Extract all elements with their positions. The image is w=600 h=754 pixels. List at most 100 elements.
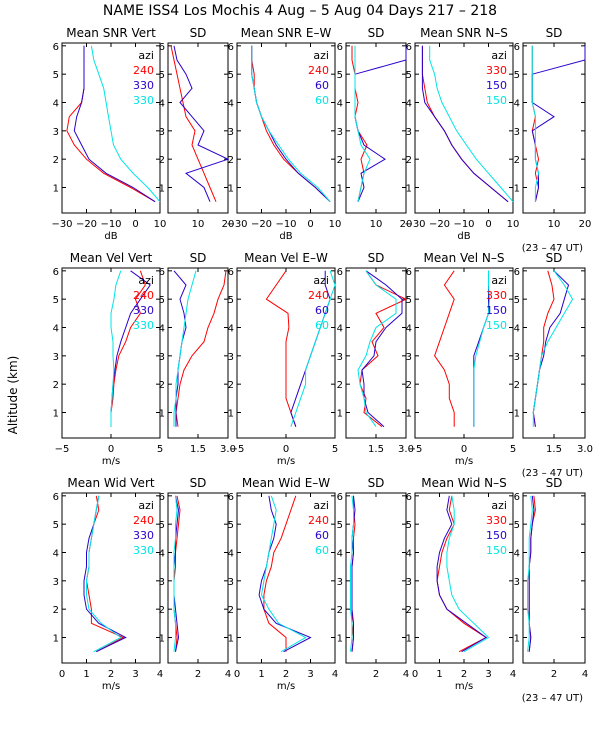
y-tick-label: 1 xyxy=(514,634,520,645)
x-tick-label: 4 xyxy=(510,669,516,680)
panel-title: Mean SNR N–S xyxy=(420,26,508,40)
time-note: (23 – 47 UT) xyxy=(522,243,583,254)
y-tick-label: 1 xyxy=(406,409,412,420)
y-tick-label: 2 xyxy=(53,605,59,616)
x-tick-label: 0 xyxy=(307,219,313,230)
series-line-cyan xyxy=(86,495,122,653)
y-tick-label: 6 xyxy=(514,267,520,278)
y-tick-label: 6 xyxy=(228,42,234,53)
panel-0-5: SD 1 2 3 4 5 6 10 20 (23 – 47 UT) xyxy=(514,26,592,254)
panel-1-1: SD 1 2 3 4 5 6 1.5 3.0 xyxy=(159,251,236,455)
legend-title: azi xyxy=(138,49,154,62)
panel-title: SD xyxy=(368,26,385,40)
y-tick-label: 3 xyxy=(406,577,412,588)
x-tick-label: 1 xyxy=(258,669,264,680)
panel-1-3: SD 1 2 3 4 5 6 1.5 3.0 xyxy=(337,251,414,455)
legend-entry: 330 xyxy=(133,304,154,317)
y-tick-label: 4 xyxy=(406,99,412,110)
x-tick-label: 2 xyxy=(195,669,201,680)
x-tick-label: 10 xyxy=(370,219,383,230)
y-tick-label: 4 xyxy=(514,549,520,560)
y-tick-label: 2 xyxy=(406,155,412,166)
panel-title: Mean SNR Vert xyxy=(66,26,156,40)
legend-title: azi xyxy=(313,49,329,62)
x-tick-label: −10 xyxy=(275,219,296,230)
panel-frame xyxy=(345,492,407,664)
x-tick-label: 10 xyxy=(329,219,342,230)
y-tick-label: 5 xyxy=(228,295,234,306)
x-axis-label: dB xyxy=(457,231,470,242)
y-tick-label: 2 xyxy=(514,605,520,616)
y-tick-label: 4 xyxy=(406,549,412,560)
panel-title: Mean SNR E–W xyxy=(241,26,332,40)
series-line-red xyxy=(359,270,408,428)
x-tick-label: −20 xyxy=(429,219,450,230)
series-line-blue xyxy=(436,495,488,653)
x-tick-label: 0 xyxy=(108,444,114,455)
y-tick-label: 4 xyxy=(53,549,59,560)
x-tick-label: −20 xyxy=(76,219,97,230)
legend-entry: 150 xyxy=(486,529,507,542)
y-tick-label: 3 xyxy=(159,352,165,363)
y-tick-label: 1 xyxy=(337,634,343,645)
series-line-red xyxy=(110,270,146,427)
series-line-cyan xyxy=(473,270,491,427)
legend-title: azi xyxy=(313,274,329,287)
x-tick-label: 0 xyxy=(412,669,418,680)
panel-title: SD xyxy=(546,26,563,40)
panel-frame xyxy=(345,267,407,439)
panel-title: SD xyxy=(190,26,207,40)
x-axis-label: dB xyxy=(279,231,292,242)
legend-entry: 330 xyxy=(486,64,507,77)
y-tick-label: 3 xyxy=(337,352,343,363)
y-tick-label: 1 xyxy=(337,409,343,420)
panel-0-1: SD 1 2 3 4 5 6 10 20 xyxy=(159,26,235,230)
x-tick-label: 2 xyxy=(551,669,557,680)
y-tick-label: 2 xyxy=(53,155,59,166)
x-tick-label: 1 xyxy=(436,669,442,680)
y-tick-label: 1 xyxy=(53,409,59,420)
y-tick-label: 5 xyxy=(53,295,59,306)
y-tick-label: 1 xyxy=(228,184,234,195)
panel-frame xyxy=(167,42,229,214)
y-tick-label: 2 xyxy=(53,380,59,391)
x-tick-label: 2 xyxy=(373,669,379,680)
legend-entry: 240 xyxy=(133,514,154,527)
panel-1-0: Mean Vel Vert 1 2 3 4 5 6 −5 0 5 m/s azi 240 330 330 xyxy=(53,251,164,467)
panel-2-4: Mean Wid N–S 1 2 3 4 5 6 0 1 2 3 4 m/s azi 330 150 150 xyxy=(406,476,517,692)
series-line-red xyxy=(436,495,488,653)
y-tick-label: 3 xyxy=(53,352,59,363)
y-tick-label: 2 xyxy=(337,380,343,391)
x-tick-label: 1 xyxy=(83,669,89,680)
y-tick-label: 6 xyxy=(514,42,520,53)
x-tick-label: 5 xyxy=(332,444,338,455)
y-tick-label: 6 xyxy=(53,492,59,503)
y-tick-label: 5 xyxy=(337,295,343,306)
panel-title: SD xyxy=(190,251,207,265)
y-tick-label: 5 xyxy=(406,520,412,531)
y-tick-label: 3 xyxy=(514,127,520,138)
legend-entry: 60 xyxy=(315,544,329,557)
x-axis-label: m/s xyxy=(102,456,120,467)
y-tick-label: 2 xyxy=(228,380,234,391)
x-tick-label: 4 xyxy=(332,669,338,680)
series-line-cyan xyxy=(354,45,371,202)
series-line-red xyxy=(265,270,297,427)
legend-entry: 60 xyxy=(315,319,329,332)
y-tick-label: 1 xyxy=(159,409,165,420)
series-line-cyan xyxy=(90,45,161,203)
y-tick-label: 1 xyxy=(514,409,520,420)
y-tick-label: 4 xyxy=(53,324,59,335)
legend-title: azi xyxy=(491,49,507,62)
series-line-red xyxy=(532,270,555,427)
y-tick-label: 3 xyxy=(337,127,343,138)
x-axis-label: m/s xyxy=(455,681,473,692)
y-tick-label: 3 xyxy=(228,127,234,138)
x-tick-label: −5 xyxy=(408,444,423,455)
series-line-red xyxy=(263,495,297,652)
y-tick-label: 5 xyxy=(159,295,165,306)
y-tick-label: 4 xyxy=(228,324,234,335)
x-tick-label: 0 xyxy=(485,219,491,230)
